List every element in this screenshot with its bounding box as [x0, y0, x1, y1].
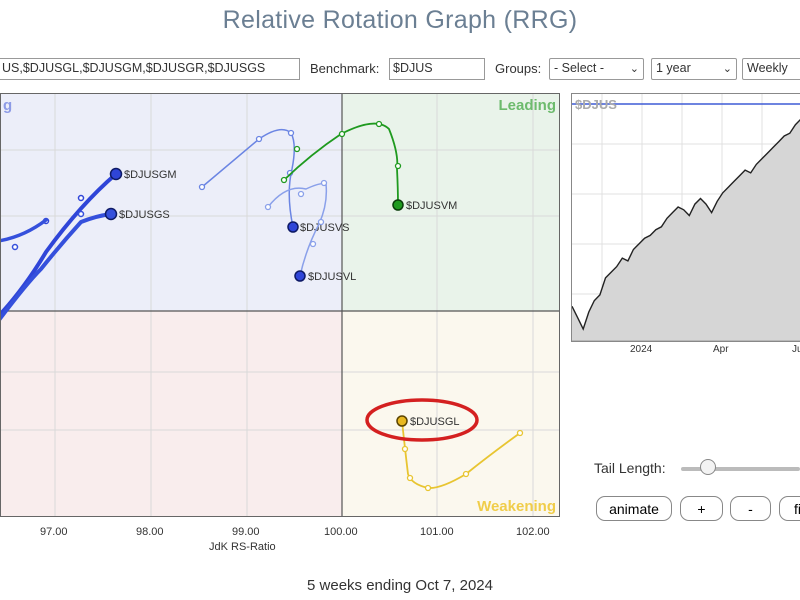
benchmark-label: Benchmark: — [310, 61, 380, 76]
tail-length-slider[interactable] — [681, 467, 800, 471]
groups-label: Groups: — [495, 61, 542, 76]
lagging-quadrant — [1, 311, 342, 516]
benchmark-input[interactable]: $DJUS — [389, 58, 485, 80]
mini-x-axis: 2024 Apr Ju — [571, 344, 800, 358]
series-djusvs[interactable]: $DJUSVS — [198, 128, 350, 234]
toolbar: US,$DJUSGL,$DJUSGM,$DJUSGR,$DJUSGS Bench… — [0, 58, 800, 82]
series-djusvm[interactable]: $DJUSVM — [280, 120, 458, 213]
leading-quadrant — [342, 94, 559, 311]
xtick-label: 99.00 — [232, 526, 260, 538]
xtick-label: 98.00 — [136, 526, 164, 538]
djusgl-head-marker — [396, 415, 408, 427]
price-area — [572, 120, 800, 341]
djusvl-head-marker — [294, 270, 306, 282]
djusgs-label: $DJUSGS — [119, 209, 170, 221]
djusgs-head-marker — [104, 207, 118, 221]
fit-button[interactable]: fi — [779, 496, 800, 521]
djusgm-label: $DJUSGM — [124, 169, 177, 181]
mini-xtick-label: Ju — [792, 344, 800, 355]
lagging-improving-quadrant — [1, 94, 342, 311]
xtick-label: 101.00 — [420, 526, 454, 538]
period-select[interactable]: 1 year ⌄ — [651, 58, 737, 80]
zoom-out-button[interactable]: - — [730, 496, 771, 521]
rrg-svg: g Leading Weakening $DJUSGM $DJUSGS — [1, 94, 559, 516]
groups-select[interactable]: - Select - ⌄ — [549, 58, 644, 80]
leading-quadrant-label: Leading — [498, 97, 556, 114]
x-axis-label: JdK RS-Ratio — [209, 541, 276, 553]
mini-chart-svg: $DJUS — [572, 94, 800, 341]
lagging-quadrant-label: g — [3, 97, 12, 114]
mini-xtick-label: 2024 — [630, 344, 653, 355]
symbols-input[interactable]: US,$DJUSGL,$DJUSGM,$DJUSGR,$DJUSGS — [0, 58, 300, 80]
series-djusgs[interactable]: $DJUSGS — [1, 207, 170, 325]
djusgm-head-marker — [109, 167, 123, 181]
weakening-quadrant — [342, 311, 559, 516]
benchmark-mini-chart: $DJUS — [571, 93, 800, 342]
chevron-down-icon: ⌄ — [629, 63, 639, 75]
period-select-value: 1 year — [656, 61, 691, 75]
tail-length-slider-handle[interactable] — [700, 459, 716, 475]
rrg-chart: g Leading Weakening $DJUSGM $DJUSGS — [0, 93, 560, 517]
mini-xtick-label: Apr — [713, 344, 729, 355]
gridlines — [1, 94, 559, 516]
chevron-down-icon: ⌄ — [722, 63, 732, 75]
djusvs-head-marker — [287, 221, 299, 233]
tail-length-label: Tail Length: — [594, 460, 666, 476]
djusvm-head-marker — [392, 199, 404, 211]
djusgl-label: $DJUSGL — [410, 416, 460, 428]
djusvl-label: $DJUSVL — [308, 271, 356, 283]
highlight-ellipse — [365, 398, 479, 442]
animate-button[interactable]: animate — [596, 496, 672, 521]
frequency-select-value: Weekly — [747, 61, 788, 75]
frequency-select[interactable]: Weekly — [742, 58, 800, 80]
page-title: Relative Rotation Graph (RRG) — [222, 6, 578, 34]
date-range-caption: 5 weeks ending Oct 7, 2024 — [307, 577, 493, 594]
xtick-label: 100.00 — [324, 526, 358, 538]
zoom-in-button[interactable]: + — [680, 496, 723, 521]
groups-select-value: - Select - — [554, 61, 605, 75]
xtick-label: 97.00 — [40, 526, 68, 538]
xtick-label: 102.00 — [516, 526, 550, 538]
djusvs-label: $DJUSVS — [300, 222, 350, 234]
djusvm-label: $DJUSVM — [406, 200, 457, 212]
mini-chart-symbol: $DJUS — [575, 97, 617, 112]
series-djusgl[interactable]: $DJUSGL — [365, 398, 524, 492]
rrg-x-axis: 97.00 98.00 99.00 100.00 101.00 102.00 J… — [0, 526, 560, 556]
series-djusvl[interactable]: $DJUSVL — [264, 179, 357, 284]
weakening-quadrant-label: Weakening — [477, 498, 556, 515]
price-line — [572, 119, 800, 331]
